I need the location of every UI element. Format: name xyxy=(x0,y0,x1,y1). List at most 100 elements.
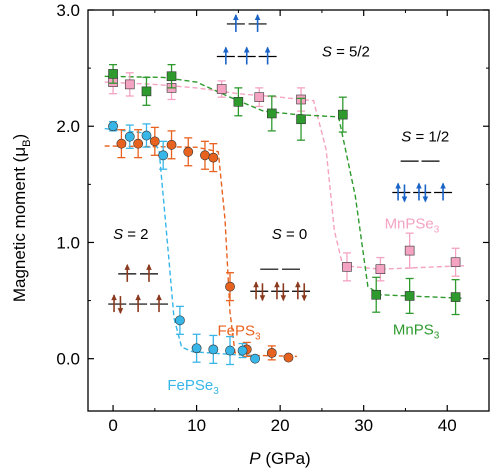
spin-arrow-head xyxy=(401,196,408,203)
data-point xyxy=(141,130,152,141)
spin-arrow-head xyxy=(223,46,229,53)
series-label-sub: 3 xyxy=(434,225,440,236)
spin-arrow-head xyxy=(416,182,422,189)
data-point xyxy=(296,114,306,125)
x-tick-label: 10 xyxy=(187,416,206,435)
series-label-text: FePSe xyxy=(167,377,213,394)
spin-arrow-head xyxy=(117,308,124,315)
y-axis-title-close: ) xyxy=(10,134,29,140)
data-point xyxy=(141,86,152,97)
fit-curve-0 xyxy=(104,81,464,270)
series-label: FePS3 xyxy=(217,322,261,342)
spin-arrow-head xyxy=(295,281,301,288)
s12-diagram xyxy=(392,160,453,203)
data-point xyxy=(124,79,135,90)
spin-arrow-head xyxy=(264,46,271,53)
spin-state-label: S = 2 xyxy=(113,226,148,243)
s0-diagram xyxy=(250,268,311,302)
spin-arrow-head xyxy=(146,263,152,270)
axes: Magnetic moment (μB) P (GPa) 0 10 20 30 40 0.… xyxy=(10,1,490,468)
spin-arrow-head xyxy=(259,295,266,302)
data-point xyxy=(225,345,235,356)
data-point xyxy=(116,138,127,149)
data-point xyxy=(233,97,244,107)
spin-state-label: S = 1/2 xyxy=(401,128,449,145)
series-label-text: MnPSe xyxy=(385,216,434,233)
series-label-sub: 3 xyxy=(434,330,440,341)
data-point xyxy=(124,131,135,142)
spin-state-symbol: S xyxy=(272,226,282,243)
y-tick-label: 0.0 xyxy=(56,350,80,369)
spin-arrow-head xyxy=(395,182,401,189)
series-label-sub: 3 xyxy=(213,386,219,397)
y-tick-label: 3.0 xyxy=(56,1,80,20)
y-tick-label: 2.0 xyxy=(56,117,80,136)
data-point xyxy=(191,343,202,354)
spin-arrow-head xyxy=(156,294,162,301)
spin-state-symbol: S xyxy=(322,43,332,60)
data-point xyxy=(342,262,352,272)
data-point xyxy=(254,92,265,102)
data-point xyxy=(108,69,118,79)
spin-arrow-head xyxy=(243,46,250,53)
data-point xyxy=(375,264,386,274)
x-tick-label: 30 xyxy=(354,416,373,435)
series-label: MnPS3 xyxy=(393,321,440,341)
spin-state-value: = 2 xyxy=(123,226,148,243)
series-label-text: MnPS xyxy=(393,321,434,338)
x-axis-title-unit: (GPa) xyxy=(265,449,310,468)
series-label-sub: 3 xyxy=(255,331,261,342)
data-point xyxy=(174,315,185,326)
spin-arrow-head xyxy=(233,13,239,20)
fit-curve-3 xyxy=(104,127,260,358)
spin-arrow-head xyxy=(254,13,261,20)
x-axis-title-var: P xyxy=(249,449,261,468)
s2-diagram xyxy=(108,263,169,315)
y-tick-label: 1.0 xyxy=(56,233,80,252)
x-axis-title: P (GPa) xyxy=(249,449,310,468)
data-point xyxy=(149,136,160,147)
data-point xyxy=(183,146,194,157)
y-axis-title-text: Magnetic moment (μ xyxy=(10,147,29,302)
series-label: FePSe3 xyxy=(167,377,219,397)
data-point xyxy=(133,138,144,149)
data-point xyxy=(208,152,219,163)
data-point xyxy=(450,257,461,268)
y-axis-title-sub: B xyxy=(21,140,33,147)
data-point xyxy=(225,281,235,292)
spin-state-label: S = 5/2 xyxy=(322,43,370,60)
series-label: MnPSe3 xyxy=(385,216,440,236)
plot-frame xyxy=(87,9,490,412)
spin-arrow-head xyxy=(280,295,287,302)
data-point xyxy=(108,121,118,132)
spin-state-label: S = 0 xyxy=(272,226,307,243)
spin-arrow-head xyxy=(301,295,308,302)
spin-arrow-head xyxy=(111,294,117,301)
data-point xyxy=(371,289,382,300)
data-point xyxy=(283,352,294,363)
series-label-text: FePS xyxy=(217,322,255,339)
s52-diagram xyxy=(216,13,277,65)
spin-arrow-head xyxy=(440,182,446,189)
data-point xyxy=(166,71,177,82)
y-axis-title: Magnetic moment (μB) xyxy=(10,134,33,302)
x-tick-label: 40 xyxy=(438,416,457,435)
fit-curve-1 xyxy=(104,75,464,299)
x-tick-label: 0 xyxy=(108,416,117,435)
data-point xyxy=(404,245,415,256)
data-point xyxy=(266,108,277,119)
spin-arrow-head xyxy=(253,281,259,288)
data-point xyxy=(266,347,277,358)
data-point xyxy=(208,344,219,355)
data-point xyxy=(237,345,248,356)
spin-arrow-head xyxy=(422,196,429,203)
spin-arrow-head xyxy=(124,263,131,270)
spin-state-symbol: S xyxy=(113,226,123,243)
x-tick-label: 20 xyxy=(271,416,290,435)
data-point xyxy=(200,150,210,161)
spin-arrow-head xyxy=(135,294,141,301)
data-point xyxy=(216,84,227,94)
spin-arrow-head xyxy=(274,281,280,288)
data-point xyxy=(404,291,415,301)
